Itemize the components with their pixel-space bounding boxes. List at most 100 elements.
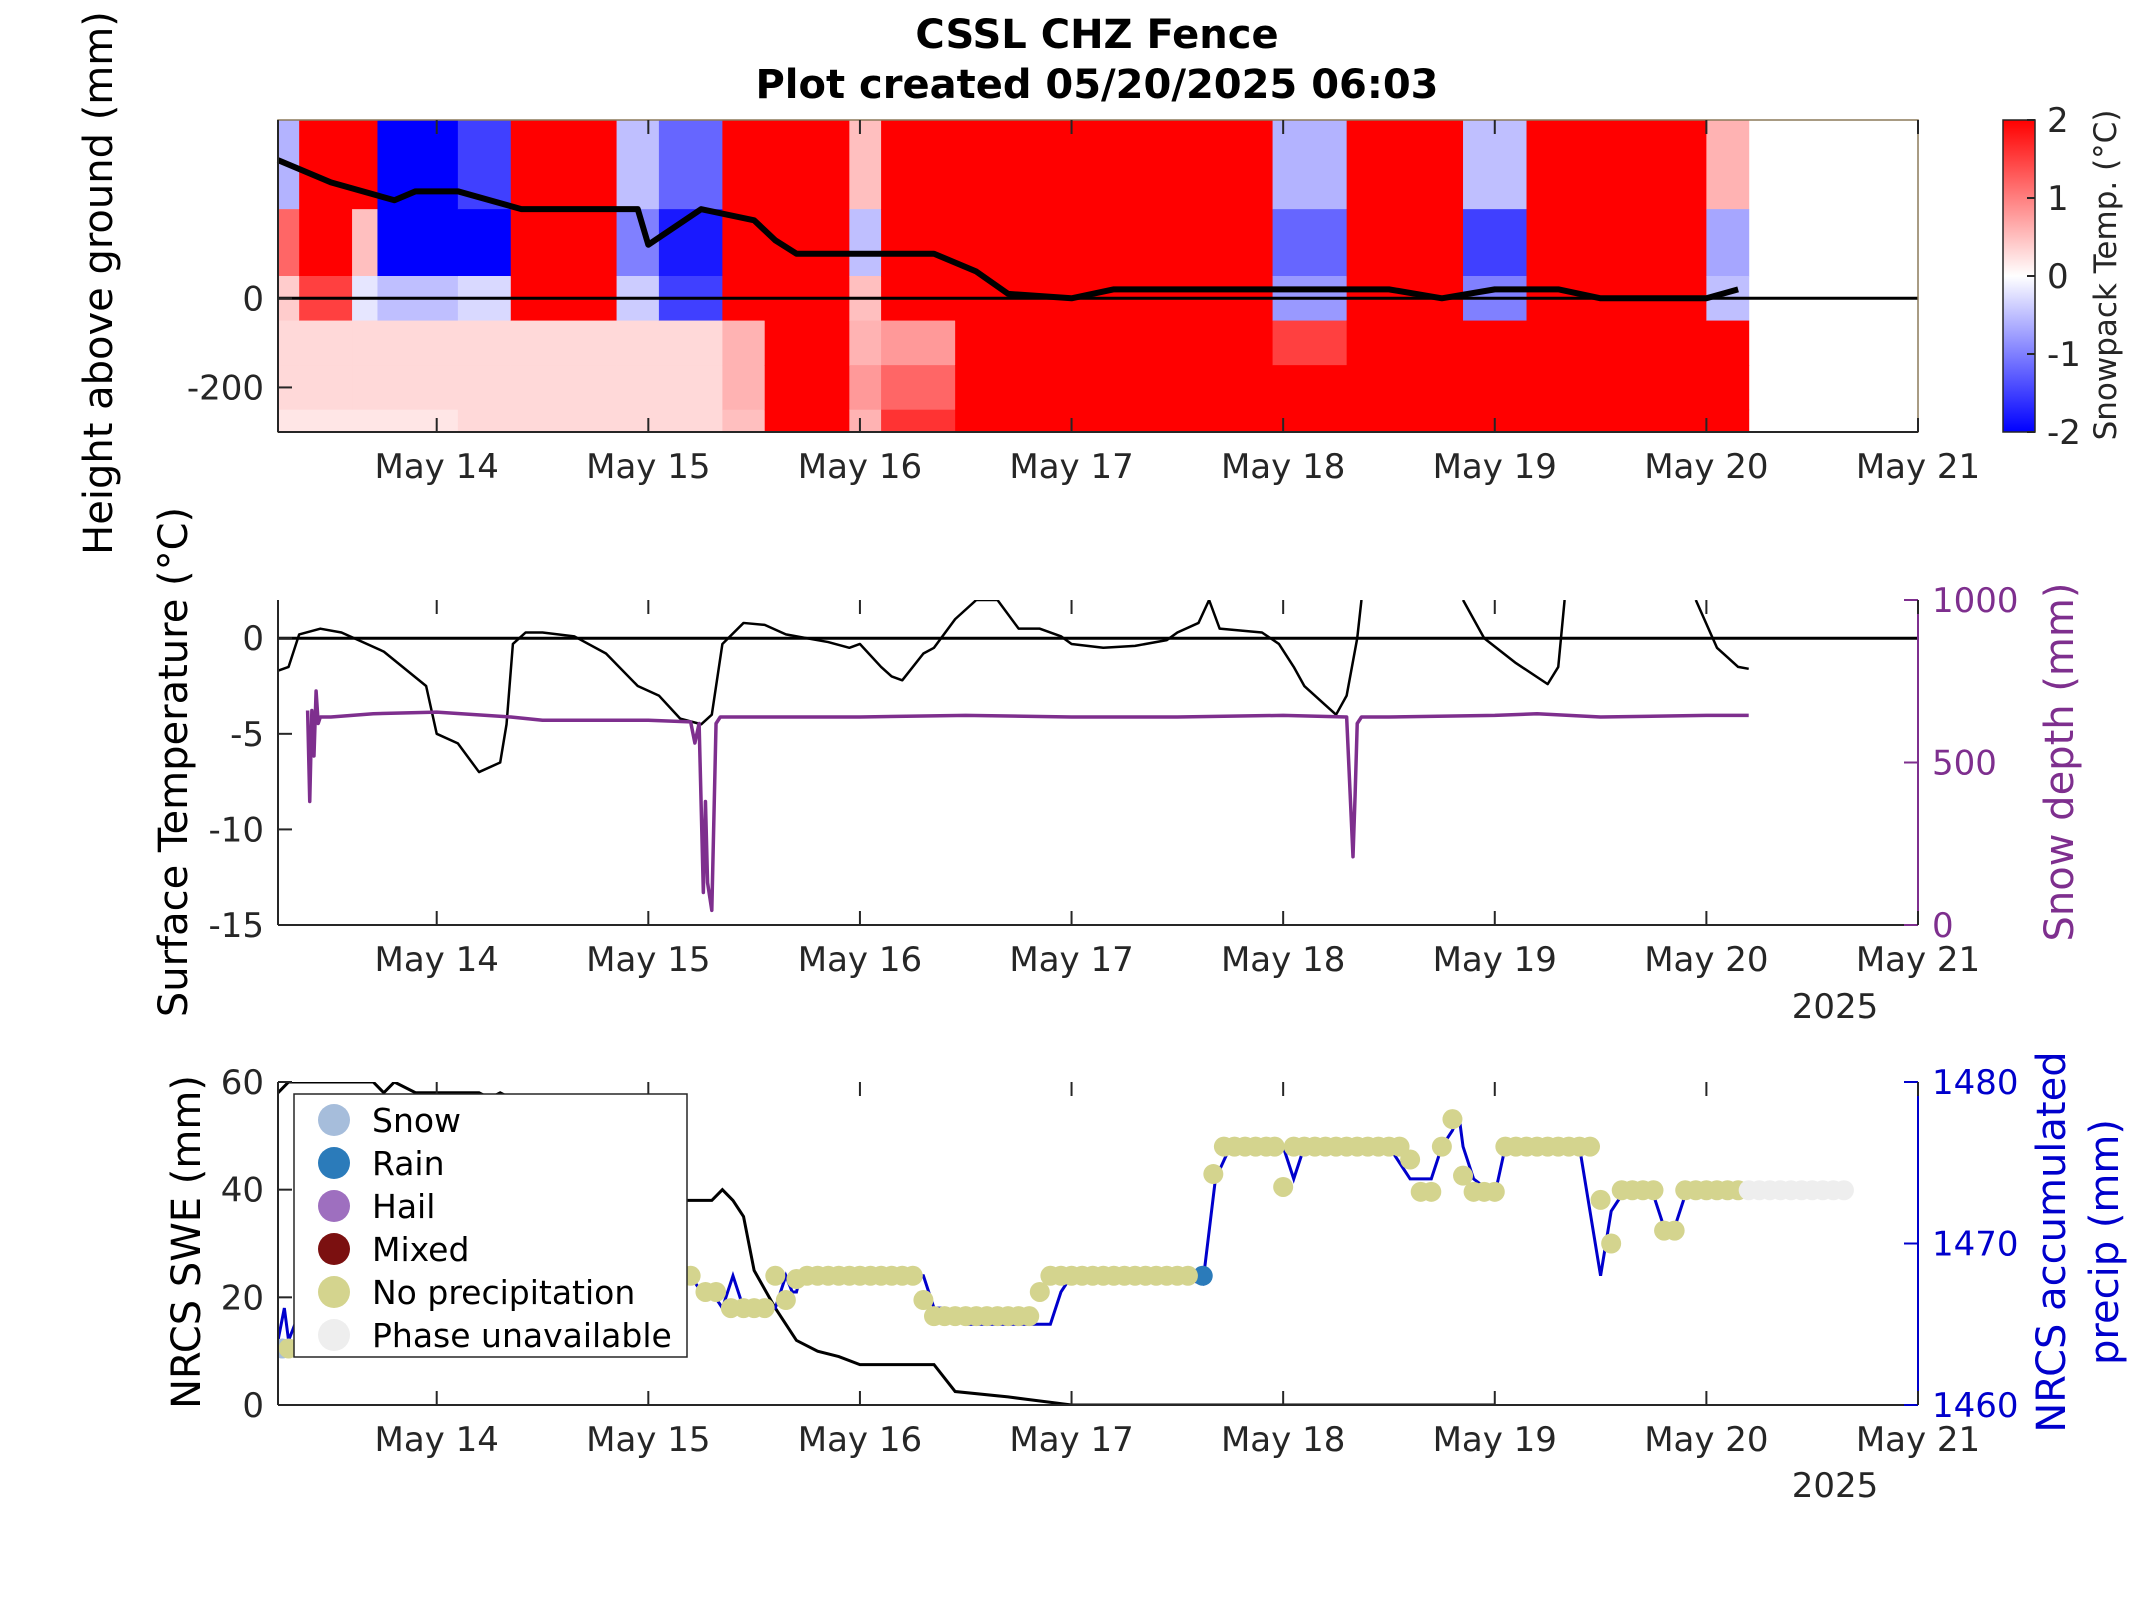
heatmap-cell — [299, 365, 353, 411]
heatmap-cell — [616, 320, 660, 366]
heatmap-cell — [881, 120, 956, 210]
surface-temp-ylabel: Surface Temperature (°C) — [151, 507, 197, 1017]
heatmap-cell — [457, 365, 512, 411]
heatmap-cell — [1346, 365, 1464, 411]
legend-box — [293, 1093, 688, 1358]
panel2-ytick-label: -5 — [230, 715, 264, 755]
heatmap-cell — [278, 320, 300, 366]
panel3-right-tick-label: 1470 — [1932, 1225, 2019, 1265]
colorbar-tick-label: 1 — [2047, 179, 2069, 219]
panel3-xtick-label: May 17 — [1009, 1420, 1133, 1460]
heatmap-cell — [352, 320, 378, 366]
panel2-xtick-label: May 21 — [1856, 940, 1980, 980]
heatmap-cell — [764, 409, 850, 433]
colorbar-tick-label: -1 — [2047, 335, 2081, 375]
heatmap-cell — [722, 320, 766, 366]
heatmap-cell — [955, 365, 1274, 411]
heatmap-cell — [1463, 120, 1528, 210]
heatmap-cell — [1272, 365, 1348, 411]
swe-line — [278, 1082, 1495, 1405]
heatmap-cell — [352, 409, 378, 433]
surface-temp-line — [1461, 600, 1566, 686]
heatmap-cell — [510, 209, 618, 277]
snow-depth-ylabel: Snow depth (mm) — [2037, 583, 2083, 942]
heatmap-cell — [849, 209, 882, 277]
panel2-xtick-label: May 14 — [375, 940, 499, 980]
heatmap-ylabel: Height above ground (mm) — [76, 11, 122, 555]
heatmap-cell — [722, 409, 766, 433]
heatmap-cell — [849, 409, 882, 433]
heatmap-cell — [278, 209, 300, 277]
heatmap-cell — [377, 409, 459, 433]
heatmap-cell — [510, 320, 618, 366]
precip-ylabel-line1: NRCS accumulated — [2029, 1051, 2075, 1432]
precip-phase-point — [1203, 1164, 1224, 1185]
snowpack-temp-colorbar: 2 1 0 -1 -2 — [2002, 101, 2081, 453]
legend-label: Phase unavailable — [372, 1316, 672, 1355]
precip-phase-point — [1442, 1109, 1463, 1130]
heatmap-cell — [377, 120, 459, 210]
heatmap-cell — [457, 409, 512, 433]
precip-phase-point — [765, 1265, 786, 1286]
heatmap-cell — [299, 409, 353, 433]
heatmap-cell — [1346, 120, 1464, 210]
panel2-right-tick-label: 1000 — [1932, 581, 2019, 621]
panel3-xtick-label: May 16 — [798, 1420, 922, 1460]
legend-marker — [318, 1147, 350, 1179]
heatmap-cell — [299, 209, 353, 277]
precip-ylabel-part2: precip (mm) — [2082, 1119, 2128, 1365]
precip-phase-point — [1590, 1189, 1611, 1210]
legend-label: Rain — [372, 1144, 445, 1183]
heatmap-cell — [955, 209, 1274, 277]
heatmap-cell — [881, 209, 956, 277]
precip-phase-point — [1580, 1136, 1600, 1157]
heatmap-cell — [764, 120, 850, 210]
heatmap-cell — [616, 120, 660, 210]
chart-title: CSSL CHZ Fence — [915, 12, 1278, 58]
chart-subtitle: Plot created 05/20/2025 06:03 — [755, 62, 1438, 108]
precip-phase-point — [1400, 1149, 1421, 1170]
heatmap-cell — [377, 365, 459, 411]
precip-phase-point — [1431, 1136, 1452, 1157]
panel3-series-group — [278, 1082, 1854, 1405]
precip-phase-point — [1019, 1306, 1040, 1327]
legend-label: No precipitation — [372, 1273, 635, 1312]
precip-phase-point — [1177, 1265, 1198, 1286]
precip-phase-point — [775, 1290, 796, 1311]
legend-label: Snow — [372, 1101, 461, 1140]
panel3-xtick-label: May 15 — [586, 1420, 710, 1460]
heatmap-cell — [1526, 409, 1707, 433]
panel2-xtick-label: May 18 — [1221, 940, 1345, 980]
swe-ylabel: NRCS SWE (mm) — [164, 1075, 210, 1409]
heatmap-cell — [616, 409, 660, 433]
panel2-xtick-label: May 20 — [1644, 940, 1768, 980]
heatmap-cell — [849, 120, 882, 210]
heatmap-cell — [377, 320, 459, 366]
precip-ylabel: NRCS accumulated — [2029, 1051, 2075, 1432]
heatmap-cell — [722, 120, 766, 210]
heatmap-cell — [457, 320, 512, 366]
panel2-year-label: 2025 — [1792, 987, 1879, 1027]
panel3-xtick-label: May 20 — [1644, 1420, 1768, 1460]
panel3-ytick-label: 40 — [221, 1171, 264, 1211]
heatmap-xtick-label: May 14 — [375, 447, 499, 487]
heatmap-cell — [1526, 120, 1707, 210]
panel3-right-tick-label: 1480 — [1932, 1063, 2019, 1103]
swe-precip-panel: 60 40 20 0 1480 1470 1460 May 14 May 15 May 16 May… — [221, 1063, 2019, 1460]
heatmap-cell — [722, 365, 766, 411]
heatmap-cell — [1346, 409, 1464, 433]
heatmap-cell — [764, 365, 850, 411]
panel2-xtick-label: May 17 — [1009, 940, 1133, 980]
heatmap-cell — [849, 365, 882, 411]
heatmap-cell — [1272, 120, 1348, 210]
panel2-right-tick-label: 0 — [1932, 906, 1954, 946]
panel2-xtick-label: May 16 — [798, 940, 922, 980]
heatmap-cell — [1463, 320, 1528, 366]
panel2-ytick-label: -15 — [208, 906, 264, 946]
heatmap-cell — [881, 365, 956, 411]
heatmap-xtick-label: May 20 — [1644, 447, 1768, 487]
panel3-right-tick-label: 1460 — [1932, 1386, 2019, 1426]
precip-phase-point — [1484, 1181, 1505, 1202]
panel3-year-label: 2025 — [1792, 1466, 1879, 1506]
heatmap-cell — [1706, 120, 1750, 210]
